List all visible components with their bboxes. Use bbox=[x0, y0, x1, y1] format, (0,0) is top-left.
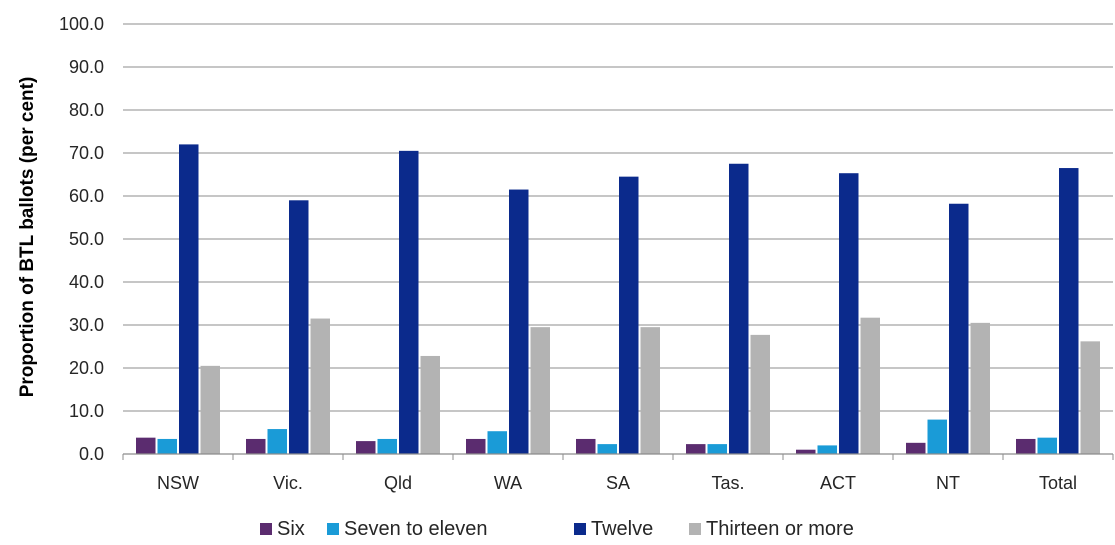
y-axis-label: Proportion of BTL ballots (per cent) bbox=[17, 77, 38, 398]
x-tick-label: NT bbox=[936, 473, 960, 493]
bar-thirteen-or-more bbox=[750, 334, 770, 454]
y-tick-label: 30.0 bbox=[69, 315, 104, 335]
legend-swatch bbox=[574, 523, 586, 535]
y-tick-label: 80.0 bbox=[69, 100, 104, 120]
bar-seven-to-eleven bbox=[597, 444, 617, 454]
bar-six bbox=[466, 438, 486, 454]
legend-label: Thirteen or more bbox=[706, 518, 854, 540]
legend-swatch bbox=[260, 523, 272, 535]
y-tick-label: 0.0 bbox=[79, 444, 104, 464]
bar-twelve bbox=[839, 173, 859, 454]
bar-thirteen-or-more bbox=[1080, 341, 1100, 454]
bar-seven-to-eleven bbox=[707, 444, 727, 454]
bar-thirteen-or-more bbox=[970, 322, 990, 454]
bar-seven-to-eleven bbox=[267, 429, 287, 454]
bar-twelve bbox=[729, 163, 749, 454]
legend-label: Six bbox=[277, 518, 305, 540]
x-tick-label: Vic. bbox=[273, 473, 303, 493]
bar-seven-to-eleven bbox=[157, 438, 177, 454]
y-tick-label: 70.0 bbox=[69, 143, 104, 163]
legend-swatch bbox=[689, 523, 701, 535]
legend-label: Twelve bbox=[591, 518, 653, 540]
bar-seven-to-eleven bbox=[377, 438, 397, 454]
bar-thirteen-or-more bbox=[310, 318, 330, 454]
bar-seven-to-eleven bbox=[927, 419, 947, 454]
legend-label: Seven to eleven bbox=[344, 518, 487, 540]
y-tick-label: 40.0 bbox=[69, 272, 104, 292]
bar-six bbox=[136, 437, 156, 454]
bar-six bbox=[246, 438, 266, 454]
bar-thirteen-or-more bbox=[860, 317, 880, 454]
bar-thirteen-or-more bbox=[530, 327, 550, 454]
legend: Six Seven to eleven Twelve Thirteen or more bbox=[260, 518, 854, 540]
bar-twelve bbox=[179, 144, 199, 454]
x-tick-label: ACT bbox=[820, 473, 856, 493]
x-tick-label: WA bbox=[494, 473, 522, 493]
bar-twelve bbox=[289, 200, 309, 454]
legend-swatch bbox=[327, 523, 339, 535]
bar-twelve bbox=[1059, 168, 1079, 455]
bar-thirteen-or-more bbox=[420, 355, 440, 454]
bar-seven-to-eleven bbox=[1037, 437, 1057, 454]
bar-six bbox=[576, 438, 596, 454]
x-tick-label: Tas. bbox=[711, 473, 744, 493]
bar-twelve bbox=[619, 176, 639, 454]
x-tick-label: Qld bbox=[384, 473, 412, 493]
bar-six bbox=[906, 442, 926, 454]
x-tick-label: Total bbox=[1039, 473, 1077, 493]
bar-twelve bbox=[399, 150, 419, 454]
y-axis-ticks: 0.0 10.0 20.0 30.0 40.0 50.0 60.0 70.0 80.0 90.0 1… bbox=[59, 14, 104, 464]
x-axis bbox=[122, 453, 1114, 460]
bar-twelve bbox=[509, 189, 529, 455]
bar-six bbox=[796, 449, 816, 454]
x-tick-label: SA bbox=[606, 473, 630, 493]
y-tick-label: 90.0 bbox=[69, 57, 104, 77]
bar-six bbox=[686, 444, 706, 454]
gridlines bbox=[123, 23, 1113, 412]
bars bbox=[136, 144, 1100, 455]
y-tick-label: 60.0 bbox=[69, 186, 104, 206]
x-tick-label: NSW bbox=[157, 473, 199, 493]
bar-six bbox=[356, 441, 376, 454]
y-tick-label: 50.0 bbox=[69, 229, 104, 249]
bar-seven-to-eleven bbox=[487, 431, 507, 454]
bar-six bbox=[1016, 438, 1036, 454]
y-tick-label: 100.0 bbox=[59, 14, 104, 34]
x-axis-ticks: NSW Vic. Qld WA SA Tas. ACT NT Total bbox=[157, 473, 1077, 493]
bar-thirteen-or-more bbox=[200, 365, 220, 454]
bar-twelve bbox=[949, 203, 969, 454]
y-tick-label: 20.0 bbox=[69, 358, 104, 378]
bar-seven-to-eleven bbox=[817, 445, 837, 454]
bar-thirteen-or-more bbox=[640, 327, 660, 454]
y-tick-label: 10.0 bbox=[69, 401, 104, 421]
